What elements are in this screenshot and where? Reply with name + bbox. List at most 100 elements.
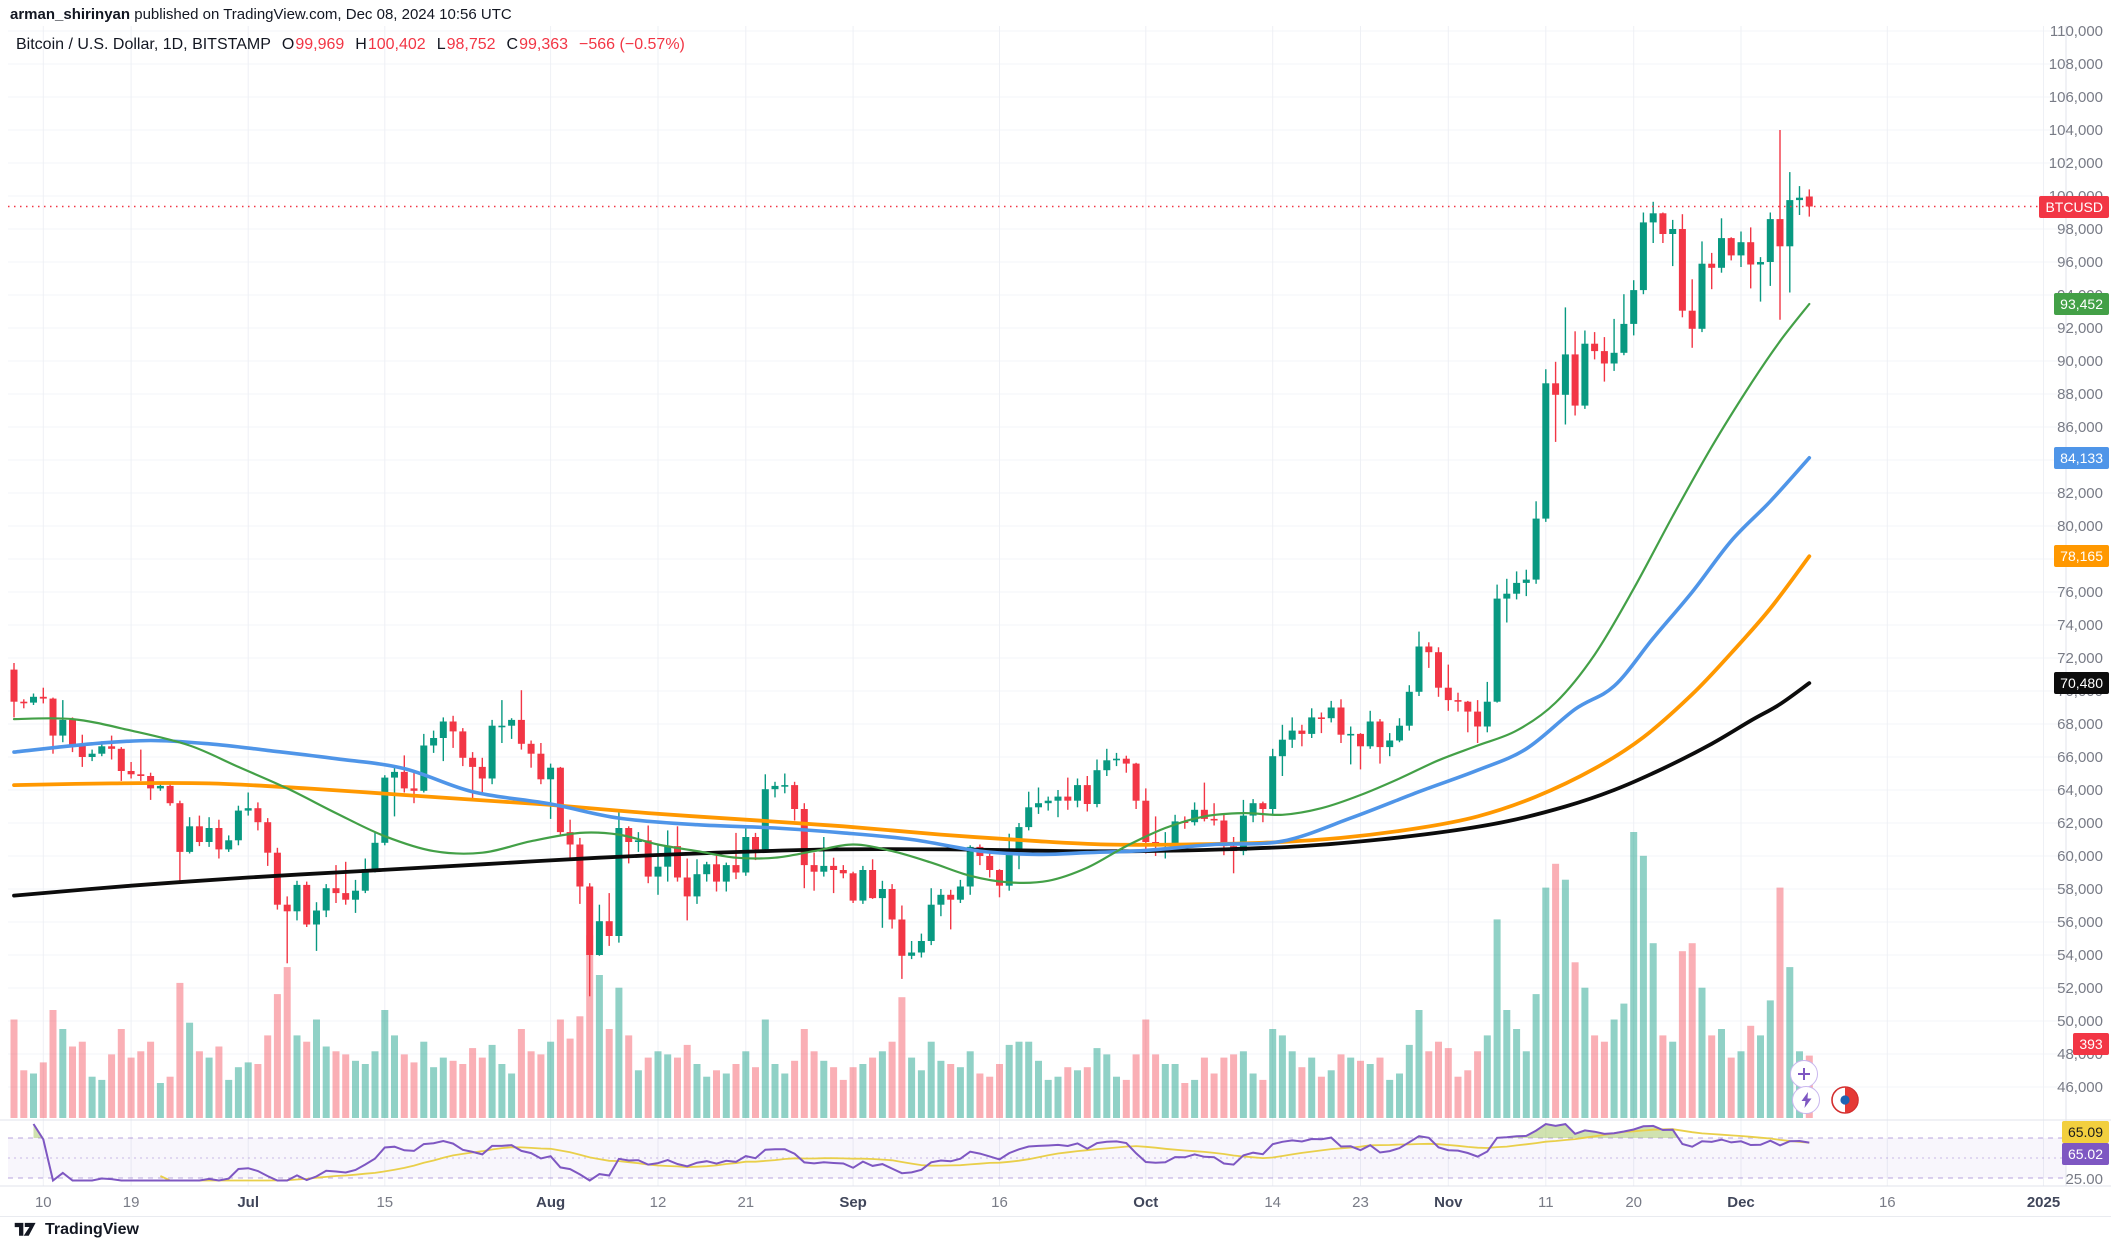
candle-body [820,865,828,872]
volume-bar [1064,1067,1072,1118]
volume-bar [1093,1048,1101,1118]
volume-bar [537,1054,545,1118]
volume-bar [352,1060,359,1118]
volume-bar [634,1070,642,1118]
candle-body [1005,851,1013,886]
candle-body [898,919,906,956]
volume-bar [742,1051,750,1118]
volume-bar [1425,1051,1433,1118]
volume-bar [1571,962,1579,1118]
candle-body [791,785,799,809]
candle-body [1376,721,1384,748]
price-tick-label: 102,000 [2049,155,2103,172]
time-tick-label: 12 [650,1194,667,1211]
plus-icon [1798,1068,1810,1080]
candle-body [342,893,350,900]
candle-body [59,719,67,736]
candle-body [1786,200,1794,247]
price-tick-label: 72,000 [2057,650,2103,667]
volume-bar [1503,1010,1511,1118]
symbol-title[interactable]: Bitcoin / U.S. Dollar, 1D, BITSTAMP [16,36,271,53]
attribution-bar: arman_shirinyan published on TradingView… [10,6,512,23]
volume-bar [693,1064,701,1118]
volume-bar [937,1060,945,1118]
candle-body [244,808,252,811]
volume-bar [1347,1057,1355,1118]
candle-body [488,725,496,779]
volume-bar [595,975,603,1118]
candle-body [1113,758,1120,761]
volume-bar [615,987,623,1118]
lightning-bolt-icon [1801,1092,1811,1108]
volume-bar [371,1051,379,1118]
volume-bar [1581,987,1589,1118]
candle-body [459,731,467,758]
time-tick-label: 10 [35,1194,52,1211]
candle-body [30,696,37,703]
instant-trading-button[interactable] [1792,1086,1820,1114]
volume-bar [713,1070,720,1118]
candle-body [1064,796,1072,801]
candle-body [547,767,555,780]
partner-logo-button[interactable] [1831,1086,1859,1114]
candle-body [1191,809,1199,823]
volume-bar [888,1041,896,1118]
candle-body [1317,717,1325,719]
price-axis[interactable]: 46,00048,00050,00052,00054,00056,00058,0… [2049,23,2103,1188]
volume-bar [644,1057,652,1118]
candle-body [1288,730,1296,740]
time-tick-label: 16 [991,1194,1008,1211]
candle-body [98,746,106,754]
volume-bar [1630,832,1638,1118]
candle-body [527,743,535,754]
volume-bar [49,1010,57,1118]
candle-body [1757,262,1764,265]
volume-bar [176,982,184,1118]
candle-body [410,788,418,791]
footer-brand[interactable]: TradingView [45,1221,139,1238]
volume-bar [1542,887,1550,1118]
candle-body [1366,721,1374,747]
candle-body [469,757,477,767]
volume-bar [459,1064,467,1118]
volume-bar [1493,919,1501,1118]
volume-bar [1327,1070,1335,1118]
candle-body [1708,263,1716,268]
volume-bar [1522,1051,1530,1118]
candle-body [1688,310,1696,329]
volume-bar [1669,1041,1677,1118]
volume-bar [469,1048,477,1118]
volume-bar [752,1067,759,1118]
volume-bar [1718,1029,1725,1118]
candle-body [947,894,955,900]
volume-bar [1396,1073,1403,1118]
candle-body [420,745,428,791]
volume-bar [361,1064,369,1118]
candle-body [1103,760,1111,771]
time-axis[interactable]: 10 19 Jul 15 Aug 12 21 Sep 16 Oct 14 23 Nov 11 20 Dec 16… [35,1194,2060,1211]
volume-bar [1639,855,1647,1118]
candle-body [1600,351,1608,364]
candle-body [1493,598,1501,702]
volume-bar [1171,1064,1179,1118]
volume-bar [98,1079,106,1118]
ohlc-high-key: H [355,36,367,53]
candle-body [1083,785,1091,804]
candle-body [205,828,213,842]
candle-body [400,771,408,789]
candle-body [576,844,584,887]
volume-bar [576,1016,584,1118]
sma100-badge: 78,165 [2054,545,2109,568]
volume-bar [332,1051,340,1118]
candle-body [1347,733,1355,736]
volume-bar [878,1051,886,1118]
volume-bar [205,1057,213,1118]
volume-bar [1600,1041,1608,1118]
volume-bar [78,1041,86,1118]
volume-bar [976,1073,984,1118]
add-alert-button[interactable] [1790,1060,1818,1088]
price-tick-label: 96,000 [2057,254,2103,271]
candle-body [996,870,1003,886]
volume-bar [586,935,594,1118]
